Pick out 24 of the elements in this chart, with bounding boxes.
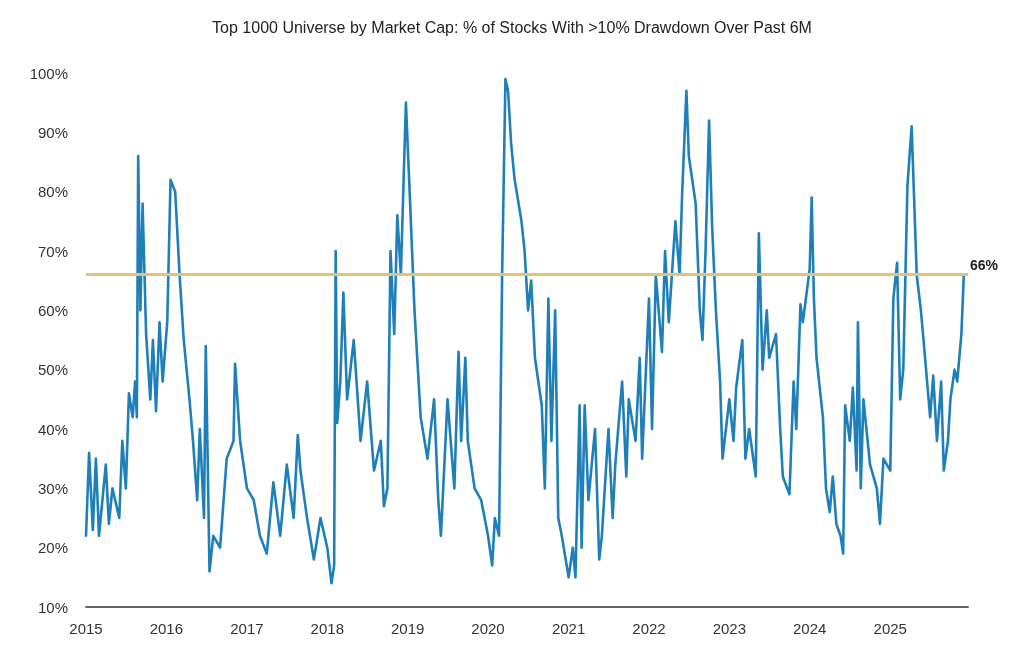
x-tick-label: 2023 xyxy=(712,620,747,637)
y-tick-label: 10% xyxy=(37,598,68,616)
y-tick-label: 40% xyxy=(37,420,68,438)
x-tick-label: 2025 xyxy=(873,620,907,637)
y-tick-label: 20% xyxy=(37,539,68,557)
x-tick-label: 2016 xyxy=(149,620,184,637)
line-series xyxy=(84,77,966,585)
chart-title: Top 1000 Universe by Market Cap: % of Stocks With >10% Drawdown Over Past 6M xyxy=(212,18,812,36)
x-tick-label: 2017 xyxy=(230,620,264,637)
y-tick-label: 30% xyxy=(37,479,68,497)
x-tick-label: 2024 xyxy=(793,620,827,637)
x-tick-label: 2019 xyxy=(390,620,425,637)
y-tick-label: 100% xyxy=(29,64,68,82)
x-tick-label: 2020 xyxy=(471,620,505,637)
x-tick-label: 2022 xyxy=(632,620,666,637)
y-tick-label: 80% xyxy=(37,183,68,201)
x-tick-label: 2018 xyxy=(310,620,344,637)
x-tick-label: 2015 xyxy=(69,620,103,637)
y-tick-label: 60% xyxy=(37,301,68,319)
x-tick-label: 2021 xyxy=(551,620,586,637)
y-tick-label: 70% xyxy=(37,242,68,260)
ref-line-label: 66% xyxy=(970,256,999,273)
y-tick-label: 50% xyxy=(37,361,68,379)
y-tick-label: 90% xyxy=(37,123,68,141)
